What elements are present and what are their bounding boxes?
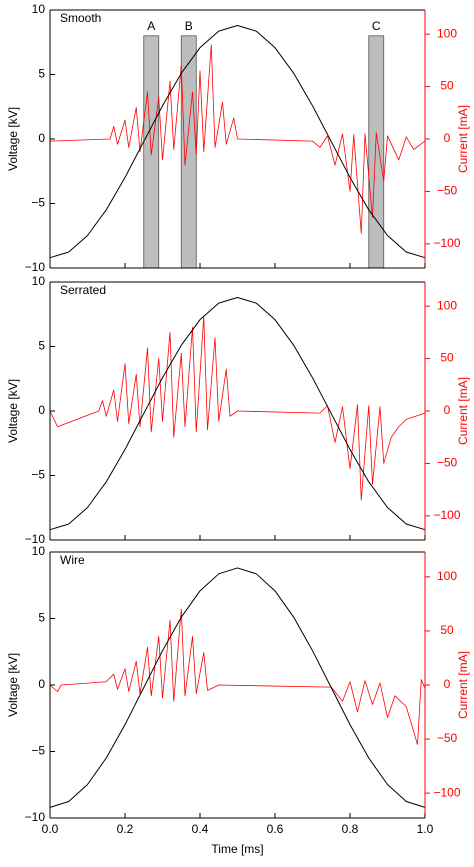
y-tick-label: −5 — [31, 196, 45, 210]
y-tick-label: 5 — [38, 67, 45, 81]
y2-tick-label: 0 — [444, 131, 451, 145]
voltage-trace — [49, 24, 426, 259]
shaded-region — [368, 35, 385, 269]
y-tick-label: −5 — [31, 468, 45, 482]
y2-tick-label: −100 — [433, 508, 460, 522]
y2-tick-label: 50 — [440, 79, 454, 93]
voltage-trace — [49, 567, 426, 808]
y-axis-title: Voltage [kV] — [6, 379, 20, 443]
x-tick-label: 0.8 — [342, 822, 359, 836]
region-label: C — [372, 19, 381, 33]
y-tick-label: 0 — [38, 403, 45, 417]
x-tick-label: 0.4 — [192, 822, 209, 836]
y-tick-label: 10 — [32, 544, 46, 558]
panel-label: Serrated — [60, 283, 106, 297]
y2-tick-label: −50 — [437, 456, 458, 470]
y-tick-label: 0 — [38, 131, 45, 145]
y-tick-label: 0 — [38, 677, 45, 691]
x-tick-label: 0.0 — [42, 822, 59, 836]
y-tick-label: −10 — [25, 260, 46, 274]
region-label: A — [147, 19, 155, 33]
y2-tick-label: 100 — [437, 26, 457, 40]
y2-tick-label: −100 — [433, 236, 460, 250]
y-tick-label: 10 — [32, 2, 46, 16]
y-tick-label: 5 — [38, 611, 45, 625]
panel-label: Smooth — [60, 11, 101, 25]
voltage-trace — [49, 296, 426, 531]
y-tick-label: 5 — [38, 339, 45, 353]
current-trace — [49, 316, 426, 501]
y2-axis-title: Current [mA] — [456, 105, 470, 173]
x-tick-label: 1.0 — [417, 822, 434, 836]
y2-tick-label: 50 — [440, 623, 454, 637]
x-axis-title: Time [ms] — [211, 842, 263, 856]
y-tick-label: −5 — [31, 744, 45, 758]
y2-axis-title: Current [mA] — [456, 377, 470, 445]
y-tick-label: −10 — [25, 810, 46, 824]
current-trace — [49, 608, 426, 745]
y2-tick-label: 100 — [437, 298, 457, 312]
y2-axis-title: Current [mA] — [456, 651, 470, 719]
x-tick-label: 0.6 — [267, 822, 284, 836]
y-axis-title: Voltage [kV] — [6, 653, 20, 717]
y-tick-label: −10 — [25, 532, 46, 546]
current-trace — [49, 44, 426, 234]
y-tick-label: 10 — [32, 274, 46, 288]
x-tick-label: 0.2 — [117, 822, 134, 836]
y2-tick-label: 100 — [437, 569, 457, 583]
region-label: B — [185, 19, 193, 33]
y2-tick-label: −100 — [433, 785, 460, 799]
y2-tick-label: 0 — [444, 403, 451, 417]
panel-label: Wire — [60, 553, 85, 567]
y-axis-title: Voltage [kV] — [6, 107, 20, 171]
y2-tick-label: 0 — [444, 677, 451, 691]
y2-tick-label: −50 — [437, 184, 458, 198]
y2-tick-label: −50 — [437, 731, 458, 745]
y2-tick-label: 50 — [440, 351, 454, 365]
